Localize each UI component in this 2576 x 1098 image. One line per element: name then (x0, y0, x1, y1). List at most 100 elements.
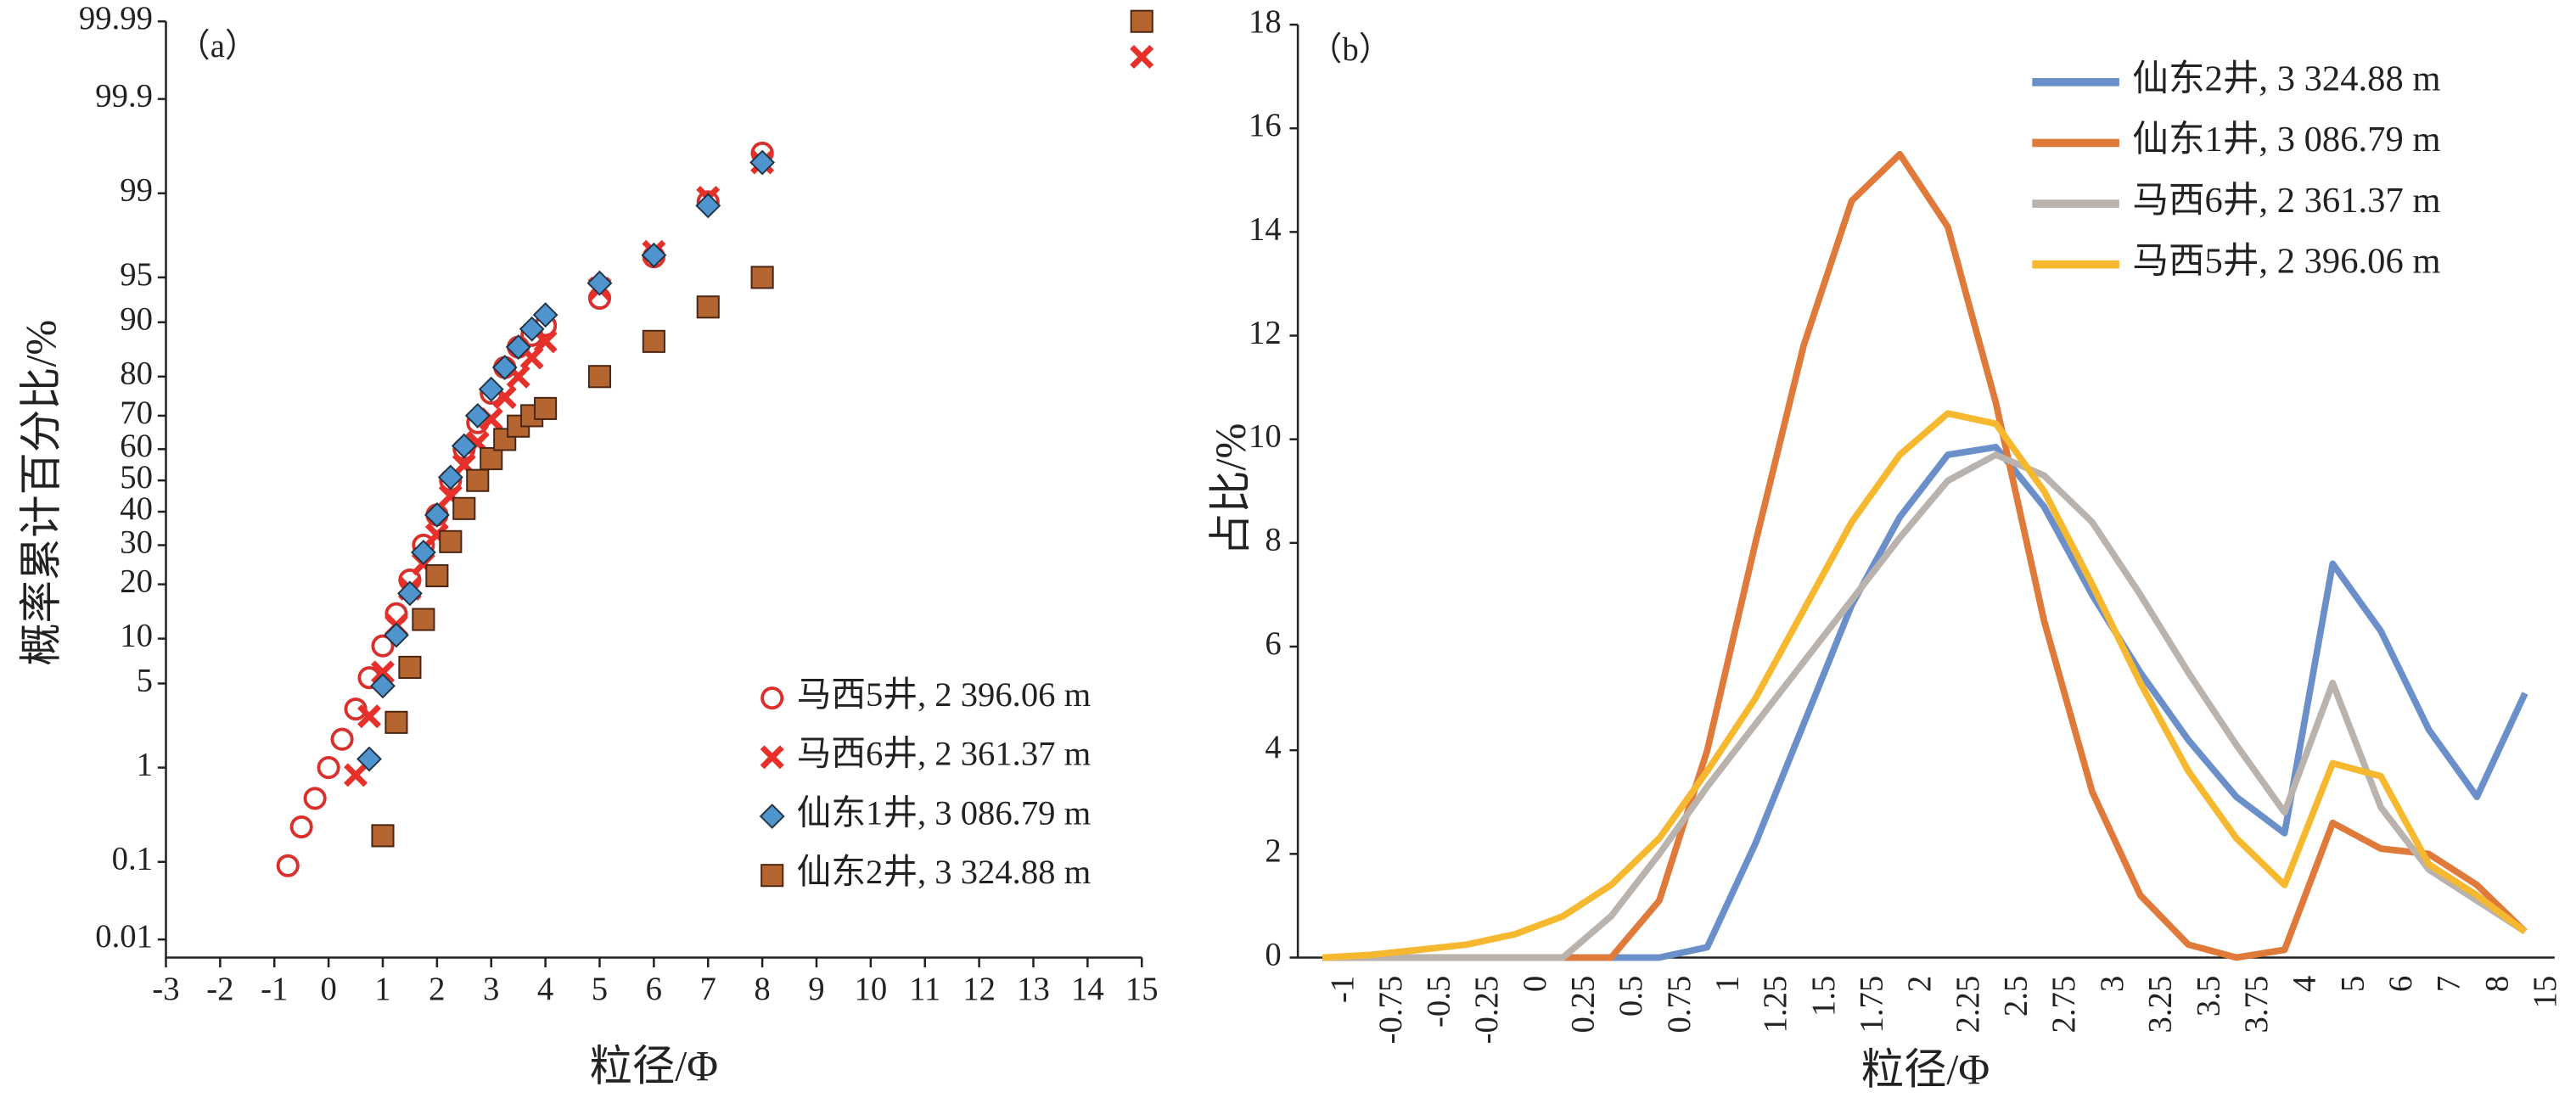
marker (533, 329, 558, 354)
x-tick-label: 7 (700, 972, 716, 1007)
y-axis-title: 占比/% (1207, 423, 1254, 557)
legend-label: 马西5井, 2 396.06 m (797, 675, 1091, 714)
y-tick-label: 95 (120, 257, 153, 293)
legend-label: 仙东1井, 3 086.79 m (2132, 120, 2440, 160)
marker (356, 746, 382, 772)
x-tick-label: 15 (2528, 976, 2563, 1009)
marker (478, 376, 504, 402)
x-tick-label: 2.75 (2046, 976, 2082, 1034)
y-tick-label: 0.1 (112, 842, 153, 877)
y-tick-label: 60 (120, 429, 153, 464)
marker (452, 496, 476, 520)
x-tick-label: 14 (1071, 972, 1104, 1007)
line (1322, 410, 2528, 961)
x-tick-label: 3 (2095, 976, 2130, 992)
legend-marker (760, 686, 784, 710)
marker (357, 704, 382, 729)
line (1322, 444, 2528, 961)
x-tick-label: 7 (2432, 976, 2467, 992)
y-tick-label: 8 (1265, 523, 1281, 558)
marker (534, 396, 558, 420)
marker (641, 242, 667, 268)
x-tick-label: 3 (483, 972, 499, 1007)
y-tick-label: 5 (137, 663, 153, 698)
marker (749, 149, 776, 176)
marker (587, 365, 612, 389)
y-tick-label: 99.9 (95, 79, 153, 115)
marker (317, 756, 340, 780)
marker (532, 302, 558, 328)
y-tick-label: 20 (120, 564, 153, 600)
marker (410, 540, 436, 565)
y-tick-label: 30 (120, 524, 153, 560)
marker (330, 727, 354, 751)
x-tick-label: 0.5 (1614, 976, 1649, 1017)
marker (371, 634, 395, 658)
y-tick-label: 10 (1249, 419, 1282, 455)
x-tick-label: 4 (537, 972, 553, 1007)
marker (696, 295, 720, 319)
x-tick-label: -1 (1325, 976, 1361, 1003)
axis-frame (1296, 25, 2555, 959)
legend-label: 仙东2井, 3 324.88 m (797, 853, 1091, 891)
x-tick-label: 15 (1125, 972, 1159, 1007)
marker (451, 433, 477, 459)
y-tick-label: 99.99 (79, 1, 153, 36)
y-tick-label: 18 (1249, 4, 1282, 40)
x-tick-label: 3.5 (2191, 976, 2226, 1017)
x-tick-label: 2 (1902, 976, 1938, 992)
x-tick-label: -1 (261, 972, 288, 1007)
marker (491, 355, 518, 380)
y-tick-label: 10 (120, 619, 153, 654)
x-tick-label: 4 (2287, 976, 2323, 992)
legend-label: 马西6井, 2 361.37 m (797, 735, 1091, 773)
marker (642, 329, 665, 353)
x-tick-label: 6 (646, 972, 662, 1007)
legend-marker (760, 864, 784, 888)
y-tick-label: 6 (1265, 626, 1281, 662)
marker (586, 270, 613, 296)
x-tick-label: 2.25 (1950, 976, 1986, 1034)
marker (303, 787, 327, 810)
x-axis-title: 粒径/Φ (1861, 1045, 1990, 1093)
x-tick-label: 1.75 (1855, 976, 1890, 1034)
legend-label: 仙东1井, 3 086.79 m (797, 793, 1091, 832)
y-tick-label: 4 (1265, 730, 1281, 765)
legend-marker (760, 745, 784, 770)
marker (397, 580, 423, 607)
legend-label: 马西6井, 2 361.37 m (2132, 181, 2440, 221)
marker (480, 446, 503, 471)
x-tick-label: 1 (1710, 976, 1746, 992)
x-tick-label: 2 (429, 972, 445, 1007)
x-tick-label: 3.75 (2239, 976, 2275, 1034)
x-axis-title: 粒径/Φ (590, 1043, 718, 1090)
marker (505, 334, 531, 360)
y-tick-label: 40 (120, 491, 153, 527)
x-tick-label: -3 (152, 972, 179, 1007)
y-tick-label: 0.01 (95, 919, 153, 955)
y-tick-label: 2 (1265, 833, 1281, 869)
y-tick-label: 14 (1249, 211, 1282, 247)
x-tick-label: 3.25 (2143, 976, 2179, 1034)
marker (384, 622, 409, 648)
line (1322, 451, 2528, 961)
x-tick-label: 8 (754, 972, 770, 1007)
marker (425, 563, 449, 588)
x-tick-label: 1 (374, 972, 390, 1007)
marker (289, 815, 313, 839)
legend-label: 马西5井, 2 396.06 m (2132, 241, 2440, 281)
marker (276, 854, 300, 877)
x-tick-label: 8 (2479, 976, 2515, 992)
x-tick-label: -2 (206, 972, 233, 1007)
y-tick-label: 50 (120, 460, 153, 496)
x-tick-label: -0.25 (1469, 976, 1505, 1045)
marker (424, 501, 450, 528)
y-tick-label: 0 (1265, 937, 1281, 972)
x-tick-label: 1.25 (1758, 976, 1793, 1034)
x-tick-label: 12 (962, 972, 996, 1007)
x-tick-label: 0.75 (1662, 976, 1698, 1034)
marker (370, 673, 396, 699)
x-tick-label: 5 (592, 972, 608, 1007)
x-tick-label: 0 (320, 972, 336, 1007)
